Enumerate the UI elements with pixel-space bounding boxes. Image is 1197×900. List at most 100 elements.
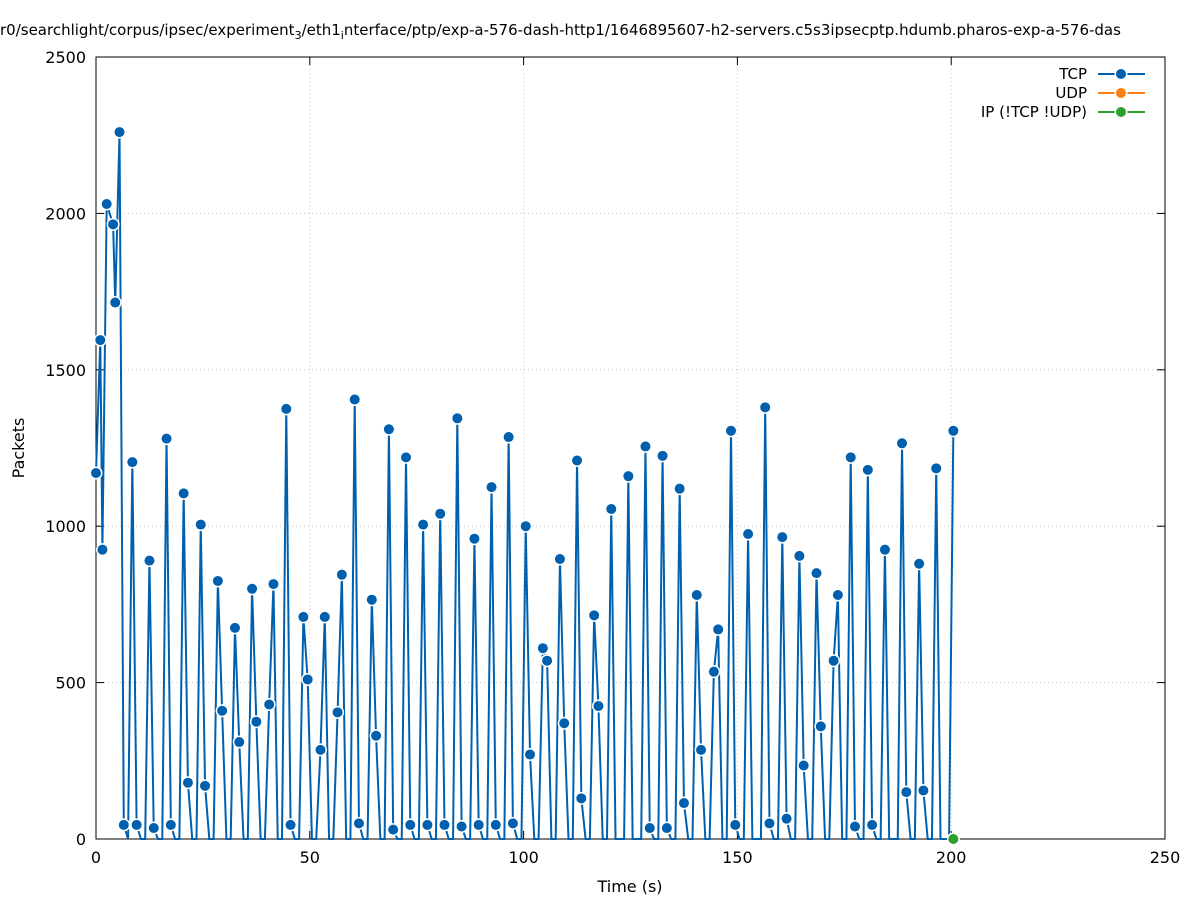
data-point (725, 425, 736, 436)
data-point (281, 403, 292, 414)
data-point (144, 555, 155, 566)
data-point (439, 819, 450, 830)
data-point (674, 483, 685, 494)
y-tick-label: 1500 (45, 361, 86, 380)
data-point (401, 452, 412, 463)
legend-marker (1116, 88, 1126, 98)
data-point (315, 744, 326, 755)
data-point (165, 819, 176, 830)
chart-title: r0/searchlight/corpus/ipsec/experiment3/… (0, 21, 1121, 42)
x-tick-label: 250 (1150, 848, 1181, 867)
data-point (849, 821, 860, 832)
data-point (212, 575, 223, 586)
data-point (418, 519, 429, 530)
data-point (349, 394, 360, 405)
series-ip-tcp-udp (946, 832, 960, 846)
x-axis: 0 50 100 150 200 250 (91, 57, 1180, 867)
data-point (678, 798, 689, 809)
data-point (101, 199, 112, 210)
x-axis-label: Time (s) (596, 877, 662, 896)
data-point (229, 622, 240, 633)
data-point (473, 819, 484, 830)
data-point (760, 402, 771, 413)
data-point (469, 533, 480, 544)
data-point (948, 834, 959, 844)
data-point (108, 219, 119, 230)
series-line (95, 132, 955, 840)
data-point (777, 532, 788, 543)
data-point (661, 823, 672, 834)
data-point (696, 744, 707, 755)
data-point (91, 468, 101, 479)
data-point (520, 521, 531, 532)
data-point (182, 777, 193, 788)
data-point (572, 455, 583, 466)
data-point (503, 432, 514, 443)
data-point (148, 823, 159, 834)
data-point (542, 655, 553, 666)
data-point (298, 611, 309, 622)
data-point (867, 819, 878, 830)
data-point (200, 780, 211, 791)
x-tick-label: 100 (508, 848, 539, 867)
series-layer (89, 125, 960, 846)
y-tick-label: 500 (55, 674, 86, 693)
data-point (931, 463, 942, 474)
data-point (405, 819, 416, 830)
data-point (490, 819, 501, 830)
data-point (383, 424, 394, 435)
data-point (456, 821, 467, 832)
x-tick-label: 150 (722, 848, 753, 867)
data-point (353, 818, 364, 829)
data-point (918, 785, 929, 796)
data-point (131, 819, 142, 830)
y-axis: 0 500 1000 1500 2000 2500 (45, 48, 1165, 849)
data-point (127, 457, 138, 468)
data-point (811, 568, 822, 579)
data-point (285, 819, 296, 830)
data-point (644, 823, 655, 834)
data-point (332, 707, 343, 718)
data-point (178, 488, 189, 499)
data-point (576, 793, 587, 804)
data-point (730, 819, 741, 830)
x-tick-label: 200 (936, 848, 967, 867)
data-point (234, 737, 245, 748)
data-point (247, 583, 258, 594)
legend-label: UDP (1055, 84, 1087, 102)
data-point (268, 579, 279, 590)
y-tick-label: 0 (76, 830, 86, 849)
y-axis-label: Packets (9, 418, 28, 479)
data-point (798, 760, 809, 771)
y-tick-label: 2000 (45, 204, 86, 223)
x-tick-label: 0 (91, 848, 101, 867)
data-point (832, 590, 843, 601)
series-tcp (89, 125, 960, 840)
data-point (371, 730, 382, 741)
data-point (589, 610, 600, 621)
data-point (948, 425, 959, 436)
data-point (743, 529, 754, 540)
data-point (559, 718, 570, 729)
data-point (302, 674, 313, 685)
data-point (828, 655, 839, 666)
data-point (336, 569, 347, 580)
data-point (486, 482, 497, 493)
data-point (264, 699, 275, 710)
data-point (593, 701, 604, 712)
data-point (388, 824, 399, 835)
data-point (657, 450, 668, 461)
data-point (713, 624, 724, 635)
data-point (161, 433, 172, 444)
data-point (879, 544, 890, 555)
data-point (110, 297, 121, 308)
data-point (845, 452, 856, 463)
x-tick-label: 50 (300, 848, 320, 867)
data-point (640, 441, 651, 452)
data-point (422, 819, 433, 830)
data-point (251, 716, 262, 727)
data-point (815, 721, 826, 732)
data-point (862, 464, 873, 475)
